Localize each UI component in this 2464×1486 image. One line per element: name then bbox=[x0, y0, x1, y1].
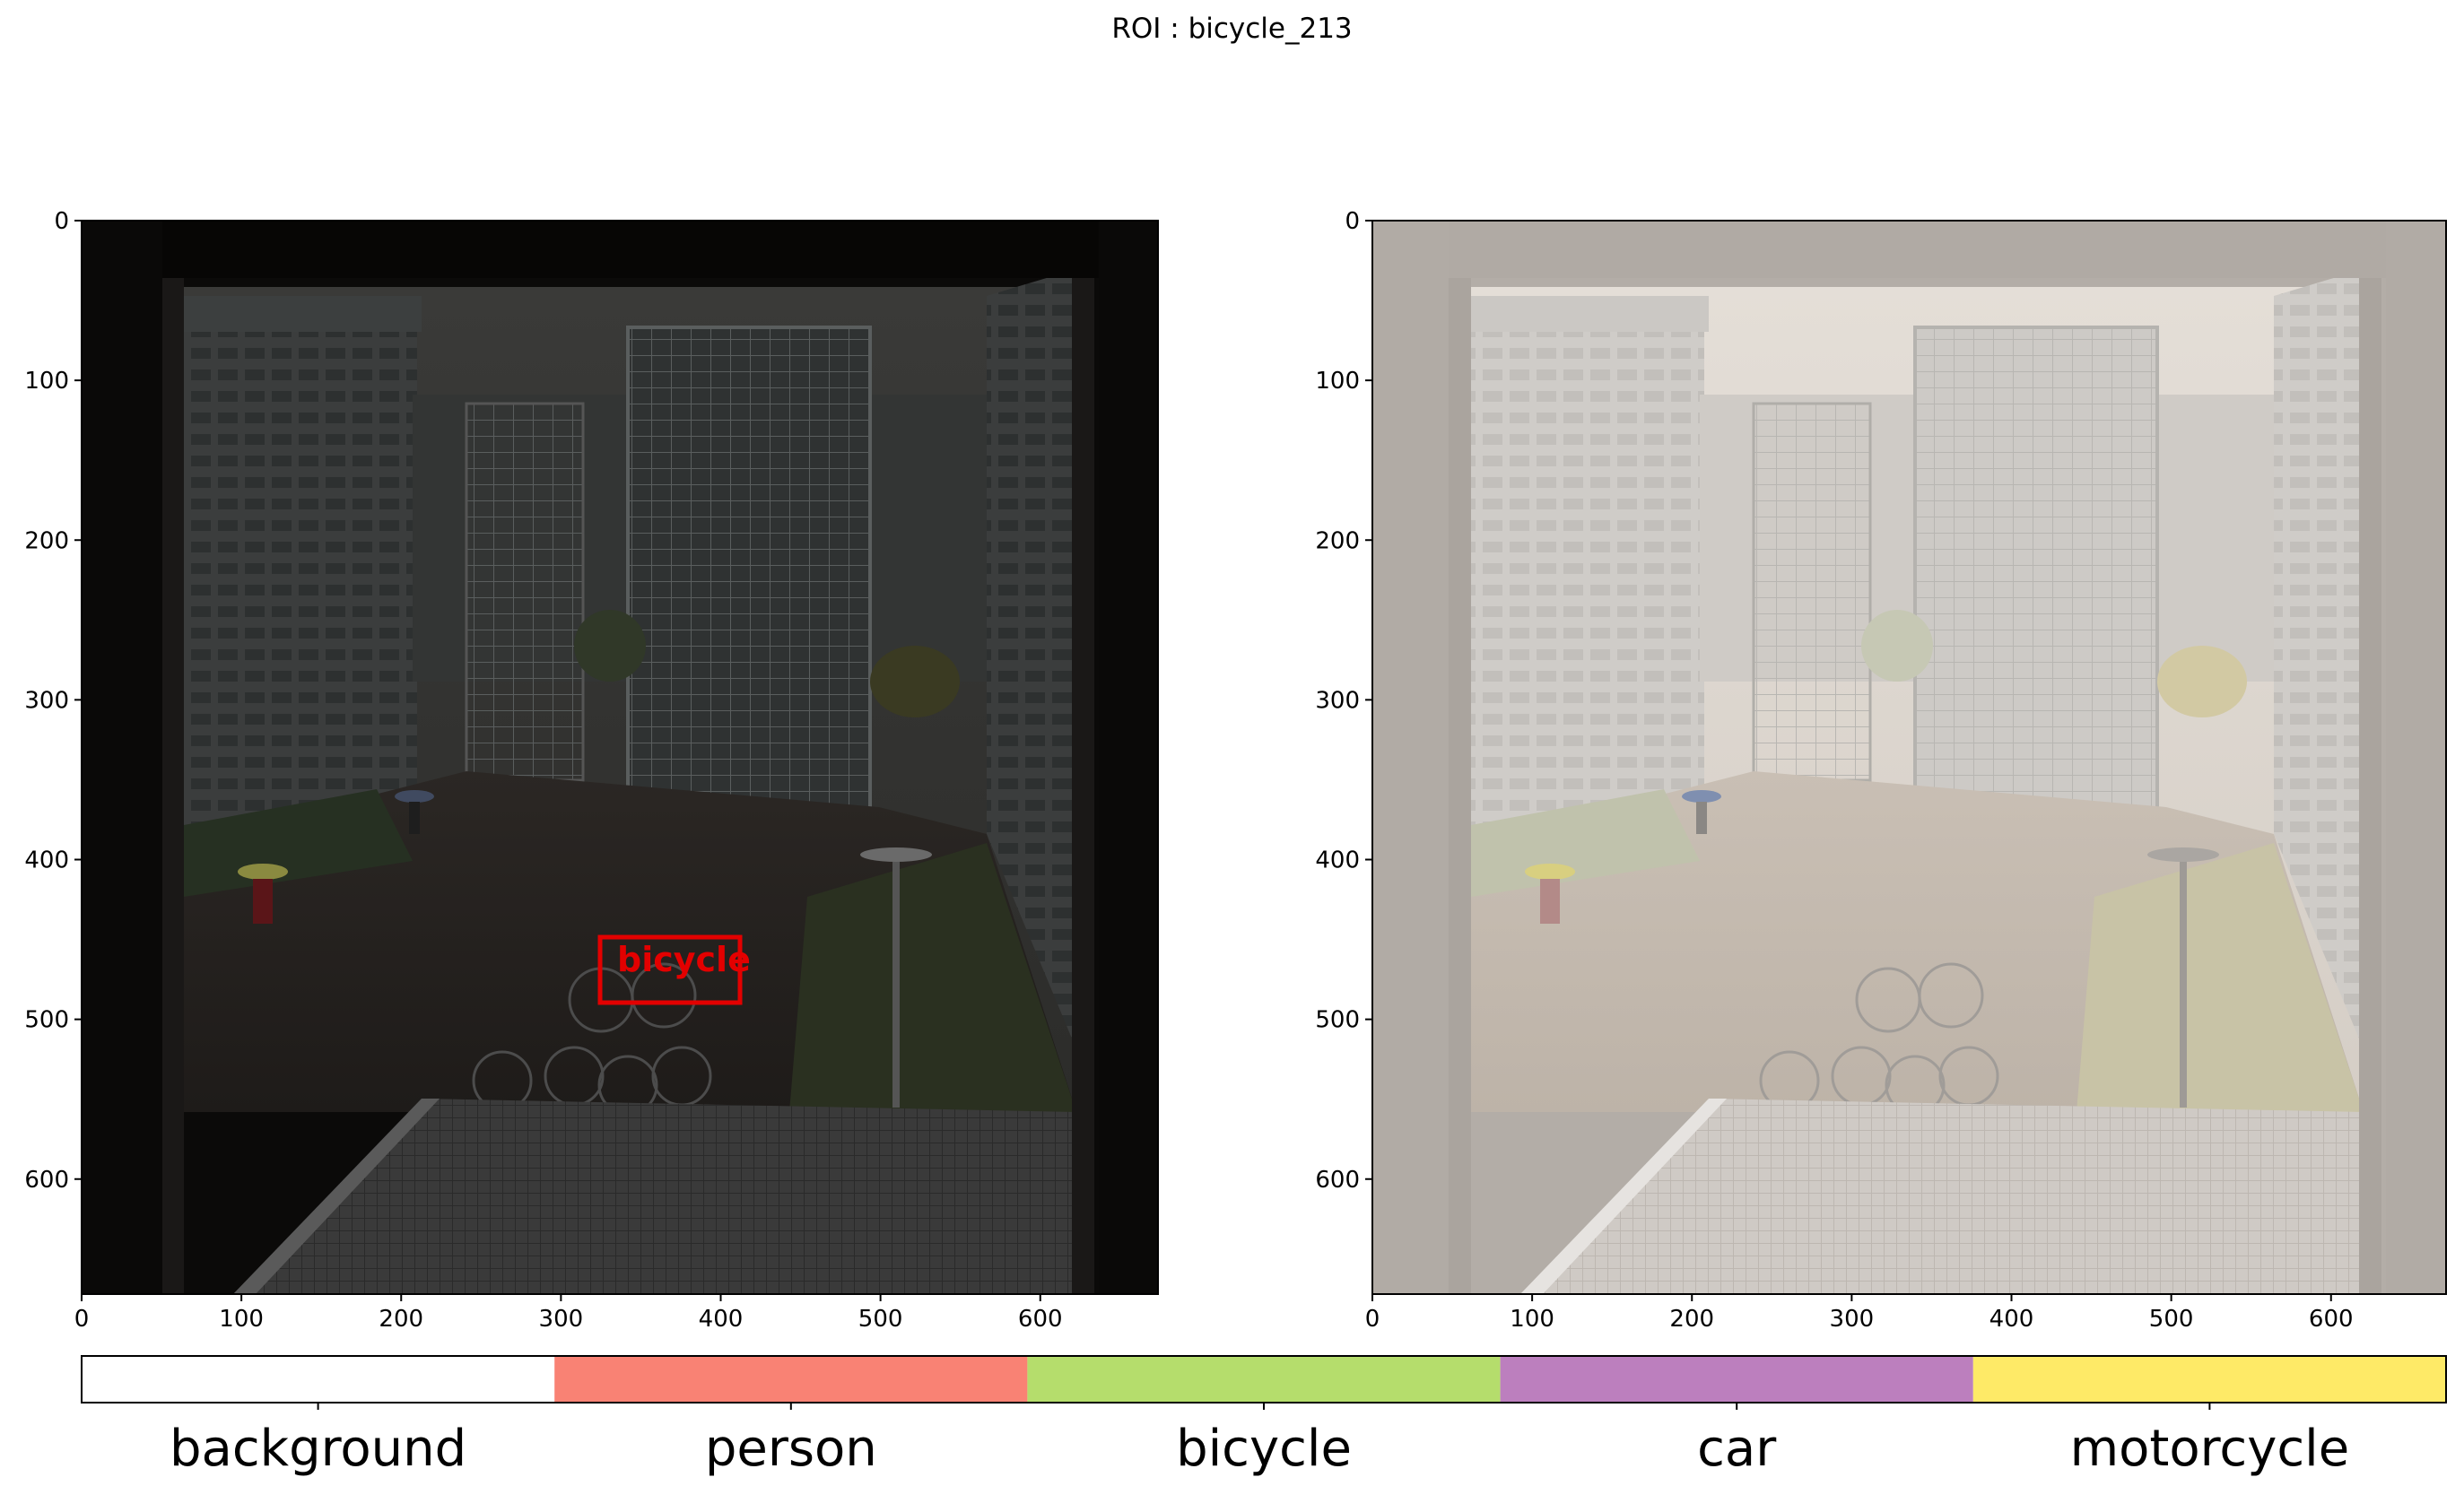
legend-border bbox=[81, 1355, 2447, 1403]
right-x-tick-label: 500 bbox=[2149, 1306, 2194, 1333]
right-y-tick-label: 200 bbox=[1315, 527, 1360, 554]
left-x-tick-label: 100 bbox=[219, 1306, 264, 1333]
right-y-tick-label: 300 bbox=[1315, 687, 1360, 714]
right-y-tick-label: 600 bbox=[1315, 1167, 1360, 1194]
left-x-tick-label: 400 bbox=[699, 1306, 744, 1333]
left-x-tick-label: 0 bbox=[74, 1306, 90, 1333]
left-image: bicycle bbox=[81, 220, 1159, 1295]
legend-label-background: background bbox=[170, 1420, 466, 1478]
left-x-tick-label: 300 bbox=[539, 1306, 584, 1333]
left-y-tick-label: 0 bbox=[54, 208, 69, 235]
right-y-tick-label: 0 bbox=[1345, 208, 1360, 235]
left-y-tick-label: 400 bbox=[24, 847, 69, 874]
legend-swatch-car bbox=[1500, 1356, 1973, 1403]
legend-label-car: car bbox=[1697, 1420, 1777, 1478]
right-x-tick-label: 600 bbox=[2309, 1306, 2354, 1333]
left-y-tick-label: 200 bbox=[24, 527, 69, 554]
right-axes-frame bbox=[1371, 220, 2447, 1295]
legend-swatch-background bbox=[82, 1356, 555, 1403]
right-x-tick-label: 100 bbox=[1510, 1306, 1554, 1333]
legend-label-bicycle: bicycle bbox=[1176, 1420, 1352, 1478]
roi-label: bicycle bbox=[617, 940, 751, 979]
legend-label-motorcycle: motorcycle bbox=[2070, 1420, 2350, 1478]
axis-ticks: 0 100 200 300 400 500 600 0 100 200 300 400 500 600 0 1… bbox=[24, 208, 2353, 1333]
right-image bbox=[1371, 220, 2447, 1295]
right-x-tick-label: 300 bbox=[1830, 1306, 1875, 1333]
legend-label-person: person bbox=[705, 1420, 877, 1478]
roi-box bbox=[597, 934, 743, 1005]
figure-title: ROI : bicycle_213 bbox=[1111, 13, 1353, 45]
left-y-tick-label: 600 bbox=[24, 1167, 69, 1194]
right-y-tick-label: 400 bbox=[1315, 847, 1360, 874]
right-x-tick-label: 0 bbox=[1365, 1306, 1380, 1333]
left-x-tick-label: 600 bbox=[1018, 1306, 1063, 1333]
right-x-tick-label: 400 bbox=[1989, 1306, 2034, 1333]
left-x-tick-label: 200 bbox=[379, 1306, 423, 1333]
class-legend: background person bicycle car motorcycle bbox=[81, 1355, 2447, 1478]
legend-swatch-motorcycle bbox=[1972, 1356, 2446, 1403]
left-x-tick-label: 500 bbox=[858, 1306, 903, 1333]
left-y-tick-label: 100 bbox=[24, 368, 69, 395]
right-x-tick-label: 200 bbox=[1669, 1306, 1714, 1333]
right-y-tick-label: 500 bbox=[1315, 1007, 1360, 1034]
right-y-tick-label: 100 bbox=[1315, 368, 1360, 395]
left-y-tick-label: 500 bbox=[24, 1007, 69, 1034]
left-y-tick-label: 300 bbox=[24, 687, 69, 714]
legend-swatch-bicycle bbox=[1027, 1356, 1501, 1403]
legend-swatch-person bbox=[554, 1356, 1028, 1403]
left-axes-frame bbox=[81, 220, 1159, 1295]
